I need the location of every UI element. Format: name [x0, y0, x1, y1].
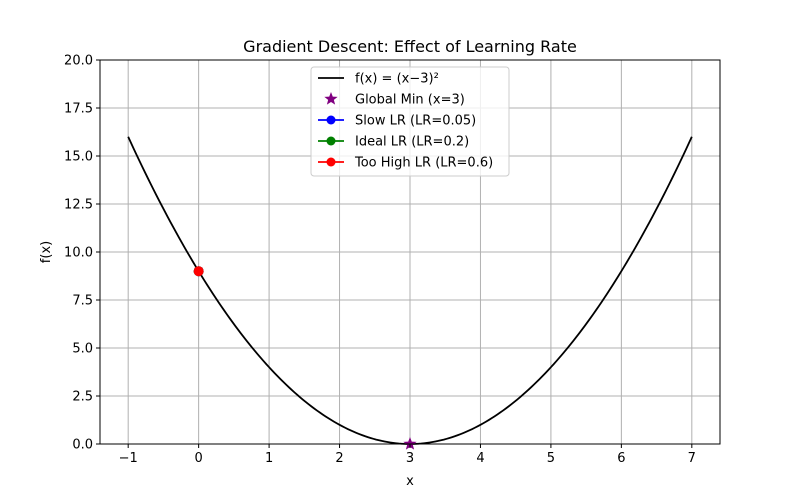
legend-frame: [310, 66, 510, 177]
x-tick-label: 6: [617, 451, 625, 466]
axis-ticks: −1 0 1 2 3 4 5 6 7 0.0 2.5 5.0 7.5 10.0 12.5 15.0 17.5 20…: [64, 54, 696, 467]
x-tick-label: 2: [335, 451, 343, 466]
legend-label: Too High LR (LR=0.6): [354, 156, 493, 171]
y-tick-label: 12.5: [64, 198, 93, 213]
x-axis-label: x: [406, 474, 414, 489]
legend-label: Ideal LR (LR=0.2): [355, 135, 469, 150]
x-tick-label: 5: [547, 451, 555, 466]
marker-layer: [193, 266, 417, 450]
y-tick-label: 7.5: [72, 294, 93, 309]
legend-marker: [326, 157, 336, 167]
legend-marker: [326, 115, 336, 125]
legend-label: Global Min (x=3): [355, 93, 465, 108]
y-tick-label: 5.0: [72, 342, 93, 357]
y-tick-label: 17.5: [64, 102, 93, 117]
y-tick-label: 2.5: [72, 390, 93, 405]
y-tick-label: 20.0: [64, 54, 93, 69]
legend-marker: [326, 136, 336, 146]
legend-star-marker: [324, 92, 338, 105]
y-tick-label: 15.0: [64, 150, 93, 165]
x-tick-label: 1: [265, 451, 273, 466]
x-tick-label: 3: [406, 451, 414, 466]
x-tick-label: −1: [119, 451, 138, 466]
global-min-marker: [403, 437, 417, 450]
x-tick-label: 0: [194, 451, 202, 466]
x-tick-label: 7: [688, 451, 696, 466]
series-point: [193, 266, 204, 277]
y-tick-label: 10.0: [64, 246, 93, 261]
y-axis-label: f(x): [39, 241, 54, 263]
y-tick-label: 0.0: [72, 438, 93, 453]
legend-label: Slow LR (LR=0.05): [355, 114, 476, 129]
legend-label: f(x) = (x−3)²: [355, 72, 439, 87]
chart-title: Gradient Descent: Effect of Learning Rat…: [243, 37, 577, 56]
x-tick-label: 4: [476, 451, 484, 466]
legend-entries: f(x) = (x−3)² Global Min (x=3) Slow LR (LR…: [318, 72, 493, 171]
legend: f(x) = (x−3)² Global Min (x=3) Slow LR (LR…: [310, 66, 510, 177]
